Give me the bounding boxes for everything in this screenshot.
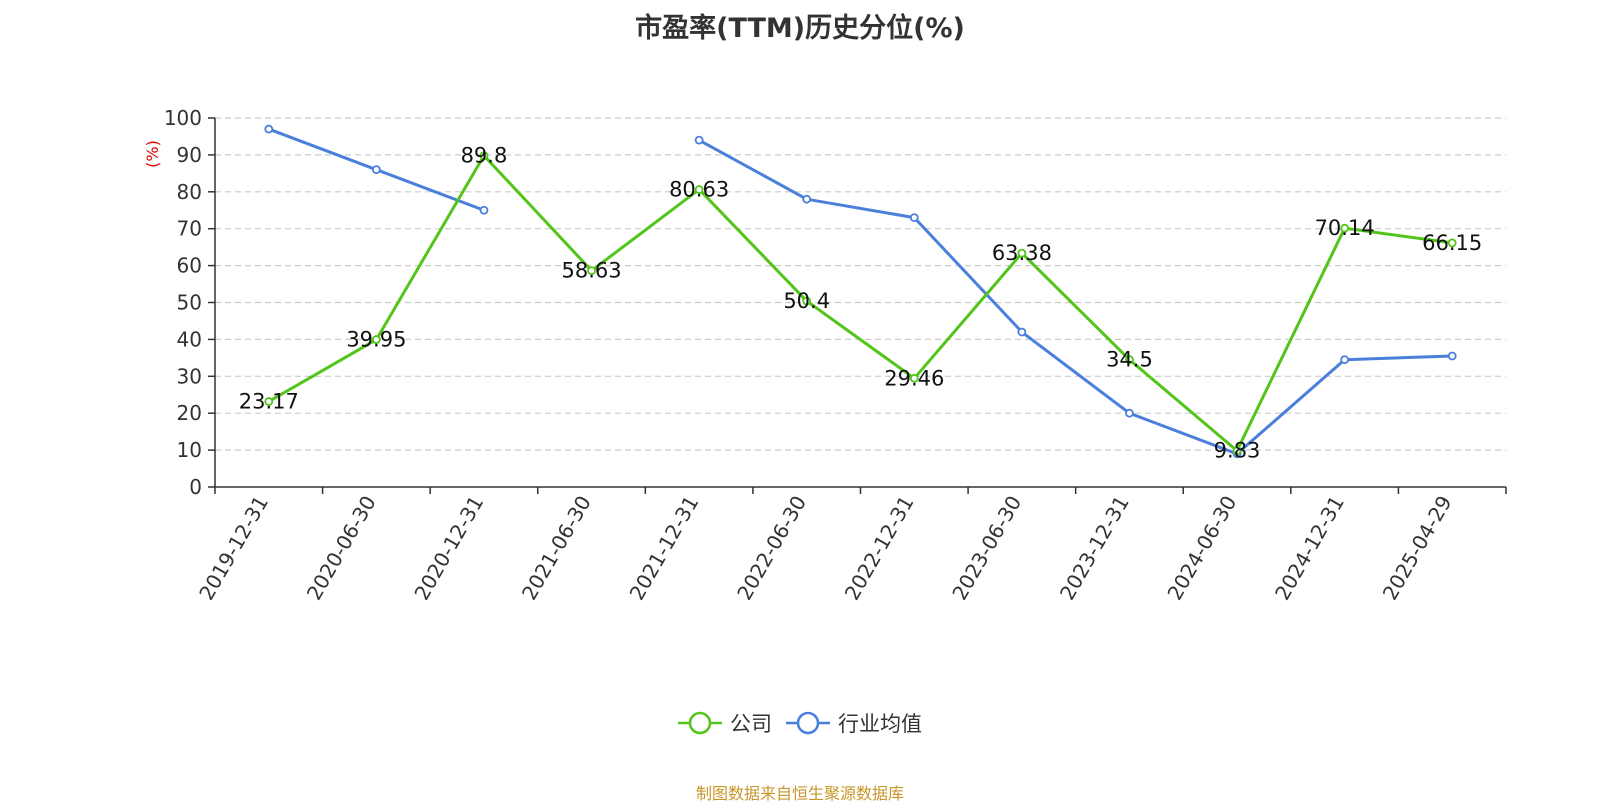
data-labels: 23.17 39.95 89.8 58.63 80.63 50.4 29.46 63.38 34… bbox=[239, 144, 1483, 463]
legend-company-swatch-icon bbox=[678, 711, 722, 735]
industry-point bbox=[1340, 355, 1350, 365]
x-tick-label: 2023-06-30 bbox=[947, 492, 1026, 605]
company-data-label: 34.5 bbox=[1106, 348, 1153, 372]
x-tick-label: 2025-04-29 bbox=[1378, 492, 1457, 605]
industry-point bbox=[264, 124, 274, 134]
legend-label-industry-average: 行业均值 bbox=[838, 712, 922, 736]
company-data-label: 9.83 bbox=[1214, 439, 1261, 463]
x-tick-label: 2021-06-30 bbox=[517, 492, 596, 605]
company-data-label: 63.38 bbox=[992, 241, 1052, 265]
legend-item-industry-average[interactable]: 行业均值 bbox=[786, 708, 922, 738]
legend-industry-swatch-icon bbox=[786, 711, 830, 735]
industry-point bbox=[371, 165, 381, 175]
company-point bbox=[1232, 446, 1242, 456]
company-data-label: 50.4 bbox=[783, 289, 830, 313]
company-data-label: 29.46 bbox=[884, 366, 944, 390]
axes: 0 10 20 30 40 50 60 70 80 90 100 2019-12-31 2020-06-… bbox=[164, 106, 1507, 605]
industry-point bbox=[694, 135, 704, 145]
y-tick-label: 90 bbox=[177, 143, 202, 167]
grid-lines bbox=[215, 117, 1506, 451]
x-tick-label: 2023-12-31 bbox=[1055, 492, 1134, 605]
industry-point bbox=[1447, 351, 1457, 361]
x-tick-label: 2021-12-31 bbox=[625, 492, 704, 605]
source-note: 制图数据来自恒生聚源数据库 bbox=[695, 784, 904, 803]
industry-point bbox=[1125, 408, 1134, 418]
y-tick-label: 10 bbox=[177, 438, 202, 462]
company-point bbox=[1340, 223, 1350, 233]
industry-series-line bbox=[698, 138, 1453, 456]
x-tick-label: 2024-12-31 bbox=[1270, 492, 1349, 605]
x-tick-label: 2024-06-30 bbox=[1162, 492, 1241, 605]
x-tick-label: 2022-06-30 bbox=[732, 492, 811, 605]
company-data-label: 66.15 bbox=[1422, 231, 1482, 255]
industry-point bbox=[802, 194, 812, 204]
company-point bbox=[1447, 238, 1457, 248]
company-point bbox=[1017, 248, 1027, 258]
x-tick-label: 2022-12-31 bbox=[840, 492, 919, 605]
company-point bbox=[802, 296, 812, 306]
y-tick-label: 0 bbox=[189, 475, 202, 499]
company-point bbox=[264, 397, 274, 406]
company-data-label: 23.17 bbox=[239, 390, 299, 414]
x-tick-label: 2020-06-30 bbox=[302, 492, 381, 605]
company-data-label: 89.8 bbox=[461, 144, 508, 168]
y-tick-label: 30 bbox=[177, 364, 202, 388]
y-tick-label: 100 bbox=[164, 106, 202, 130]
industry-point bbox=[479, 205, 489, 215]
company-point bbox=[694, 185, 704, 194]
y-tick-label: 80 bbox=[177, 180, 202, 204]
y-tick-label: 20 bbox=[177, 401, 202, 425]
company-point bbox=[909, 373, 919, 383]
company-data-label: 58.63 bbox=[561, 259, 621, 283]
y-tick-label: 50 bbox=[177, 291, 202, 315]
company-series-line bbox=[268, 154, 1453, 453]
x-tick-label: 2019-12-31 bbox=[194, 492, 273, 605]
legend: 公司 行业均值 bbox=[0, 708, 1600, 738]
industry-point bbox=[909, 213, 919, 223]
y-axis-label: (%) bbox=[143, 140, 162, 168]
company-point bbox=[1125, 355, 1134, 365]
legend-label-company: 公司 bbox=[730, 712, 772, 736]
company-point bbox=[371, 335, 381, 344]
y-tick-label: 60 bbox=[177, 254, 202, 278]
x-tick-label: 2020-12-31 bbox=[409, 492, 488, 605]
company-data-label: 70.14 bbox=[1315, 216, 1375, 240]
y-tick-label: 40 bbox=[177, 327, 202, 351]
company-point bbox=[479, 151, 489, 161]
chart-title: 市盈率(TTM)历史分位(%) bbox=[635, 13, 965, 44]
series-lines bbox=[264, 124, 1457, 459]
industry-point bbox=[1017, 327, 1027, 337]
company-data-label: 80.63 bbox=[669, 177, 729, 201]
company-point bbox=[587, 266, 596, 276]
company-data-label: 39.95 bbox=[346, 328, 406, 352]
y-tick-label: 70 bbox=[177, 217, 202, 241]
legend-item-company[interactable]: 公司 bbox=[678, 708, 772, 738]
